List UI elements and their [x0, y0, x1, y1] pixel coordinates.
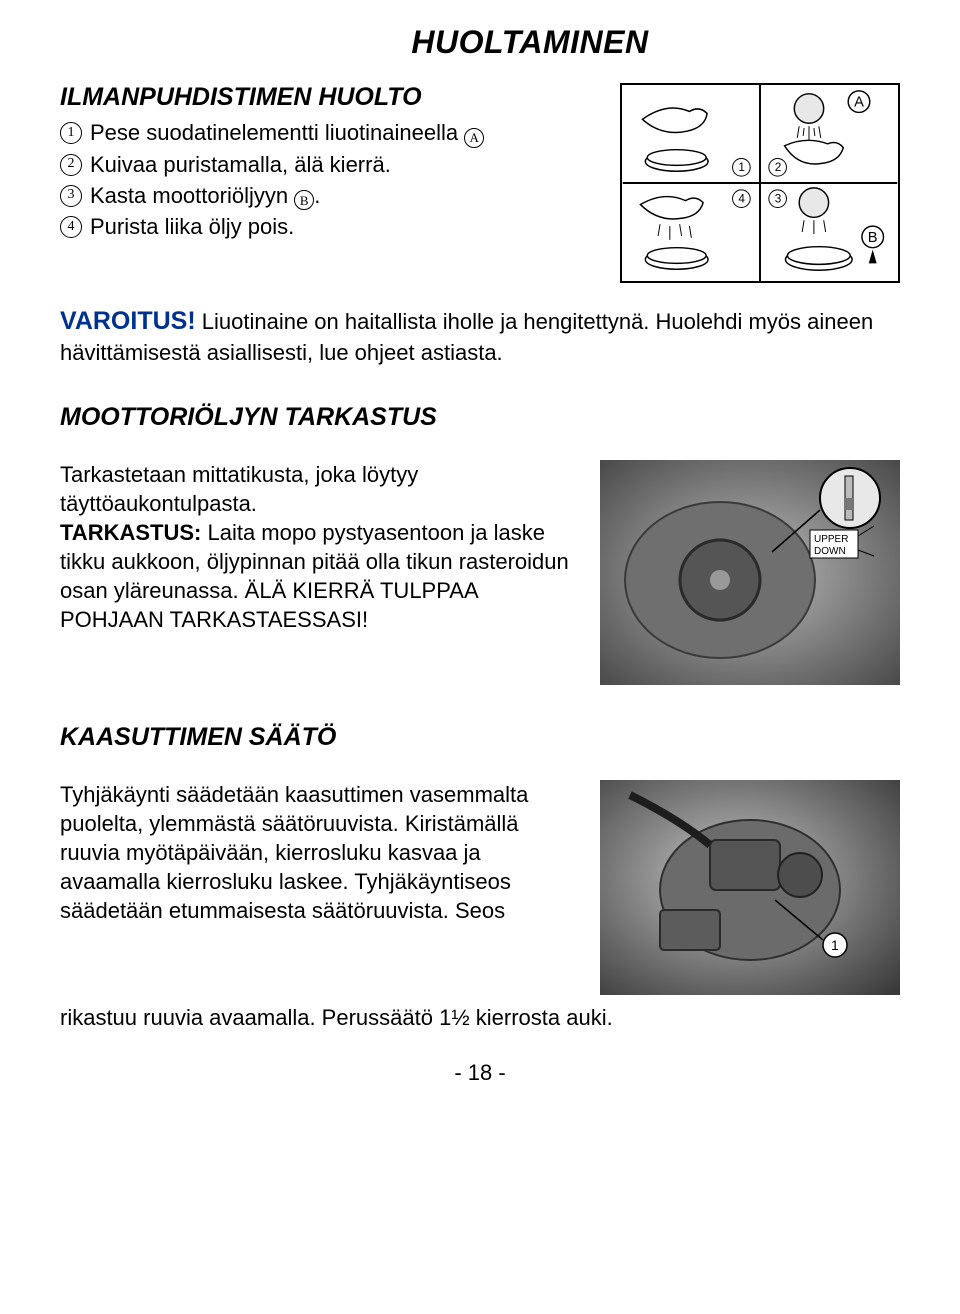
section3-para-b: rikastuu ruuvia avaamalla. Perussäätö 1½…	[60, 1003, 900, 1032]
svg-text:4: 4	[738, 193, 745, 206]
step-number-icon: 3	[60, 185, 82, 207]
page-title: HUOLTAMINEN	[160, 24, 900, 61]
step-number-icon: 2	[60, 154, 82, 176]
section3-heading: KAASUTTIMEN SÄÄTÖ	[60, 723, 900, 752]
svg-text:1: 1	[738, 161, 745, 174]
air-filter-diagram: A B 1 2 4	[620, 83, 900, 283]
warning-label: VAROITUS!	[60, 307, 196, 335]
section-air-filter: ILMANPUHDISTIMEN HUOLTO 1 Pese suodatine…	[60, 83, 900, 283]
section2-bold-lead: TARKASTUS:	[60, 520, 201, 545]
diagram-label-a: A	[854, 95, 864, 111]
section2-para1: Tarkastetaan mittatikusta, joka löytyy t…	[60, 460, 576, 518]
diagram-label-b: B	[868, 230, 878, 246]
step-text: Purista liika öljy pois.	[90, 212, 294, 241]
step-text-post: .	[314, 183, 320, 208]
carb-marker-1: 1	[831, 937, 839, 953]
step-number-icon: 1	[60, 122, 82, 144]
section-engine-oil: Tarkastetaan mittatikusta, joka löytyy t…	[60, 460, 900, 685]
svg-text:3: 3	[775, 193, 782, 206]
section2-heading: MOOTTORIÖLJYN TARKASTUS	[60, 403, 900, 432]
instruction-list: 1 Pese suodatinelementti liuotinaineella…	[60, 118, 592, 241]
step-text: Kasta moottoriöljyyn B.	[90, 181, 320, 211]
section3-para-a: Tyhjäkäynti säädetään kaasuttimen vasemm…	[60, 780, 576, 995]
carburetor-photo: 1	[600, 780, 900, 995]
step-number-icon: 4	[60, 216, 82, 238]
step-text: Kuivaa puristamalla, älä kierrä.	[90, 150, 391, 179]
step-text: Pese suodatinelementti liuotinaineella A	[90, 118, 484, 148]
step-text-pre: Kasta moottoriöljyyn	[90, 183, 294, 208]
warning-paragraph: VAROITUS! Liuotinaine on haitallista iho…	[60, 305, 900, 367]
section1-heading: ILMANPUHDISTIMEN HUOLTO	[60, 83, 592, 112]
inline-ref-icon: A	[464, 128, 484, 148]
list-item: 2 Kuivaa puristamalla, älä kierrä.	[60, 150, 592, 179]
page-number: - 18 -	[60, 1060, 900, 1086]
dipstick-down-label: DOWN	[814, 546, 846, 557]
section2-para2: TARKASTUS: Laita mopo pystyasentoon ja l…	[60, 518, 576, 634]
svg-text:2: 2	[775, 161, 782, 174]
engine-oil-photo: UPPER DOWN	[600, 460, 900, 685]
inline-ref-icon: B	[294, 190, 314, 210]
list-item: 4 Purista liika öljy pois.	[60, 212, 592, 241]
dipstick-upper-label: UPPER	[814, 534, 848, 545]
section-carburetor: Tyhjäkäynti säädetään kaasuttimen vasemm…	[60, 780, 900, 995]
list-item: 1 Pese suodatinelementti liuotinaineella…	[60, 118, 592, 148]
list-item: 3 Kasta moottoriöljyyn B.	[60, 181, 592, 211]
step-text-pre: Pese suodatinelementti liuotinaineella	[90, 120, 464, 145]
